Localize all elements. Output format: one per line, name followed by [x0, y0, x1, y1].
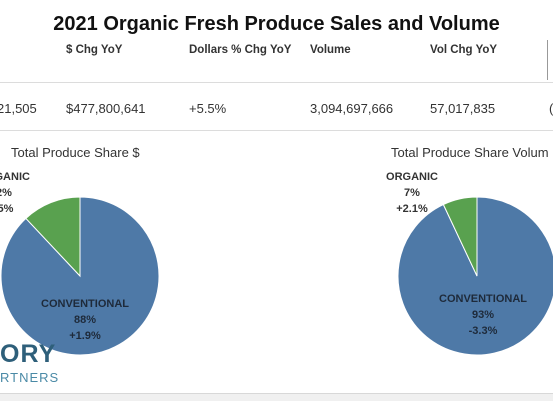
dashboard-title: 2021 Organic Fresh Produce Sales and Vol… — [53, 13, 500, 35]
pie-volume-title: Total Produce Share Volum — [391, 145, 549, 160]
panel-edge — [547, 40, 553, 80]
value-dollars-pct-chg-yoy: +5.5% — [189, 101, 227, 116]
company-logo-subtext: RTNERS — [0, 370, 60, 385]
pie-dollars-slice-organic — [25, 196, 81, 278]
pie-dollars-conventional-label: CONVENTIONAL 88% +1.9% — [41, 298, 129, 342]
pie-volume-conventional-label: CONVENTIONAL 93% -3.3% — [439, 293, 527, 337]
header-vol-chg-yoy: Vol Chg YoY — [430, 44, 498, 56]
pie-volume-organic-label: ORGANIC 7% +2.1% — [386, 171, 438, 215]
value-next-partial: ( — [549, 101, 553, 116]
header-divider — [0, 82, 553, 83]
header-dollars-pct-chg-yoy: Dollars % Chg YoY — [189, 44, 292, 56]
pie-dollars-title: Total Produce Share $ — [11, 145, 140, 160]
header-volume: Volume — [310, 44, 351, 56]
pie-dollars-chart — [0, 196, 160, 356]
metrics-divider — [0, 130, 553, 131]
pie-volume-slice-conventional — [397, 196, 553, 356]
value-volume: 3,094,697,666 — [310, 101, 394, 116]
company-logo: ORY — [0, 340, 57, 368]
header-dollar-chg-yoy: $ Chg YoY — [66, 44, 123, 56]
value-vol-chg-yoy: 57,017,835 — [430, 101, 496, 116]
pie-volume-chart — [397, 196, 553, 356]
value-dollar-chg-yoy: $477,800,641 — [66, 101, 146, 116]
value-dollars-partial: 21,505 — [0, 101, 37, 116]
pie-dollars-organic-label: ORGANIC 2% .5% — [0, 171, 30, 215]
pie-volume-slice-organic — [442, 196, 478, 277]
bottom-scrollbar[interactable] — [0, 393, 553, 401]
